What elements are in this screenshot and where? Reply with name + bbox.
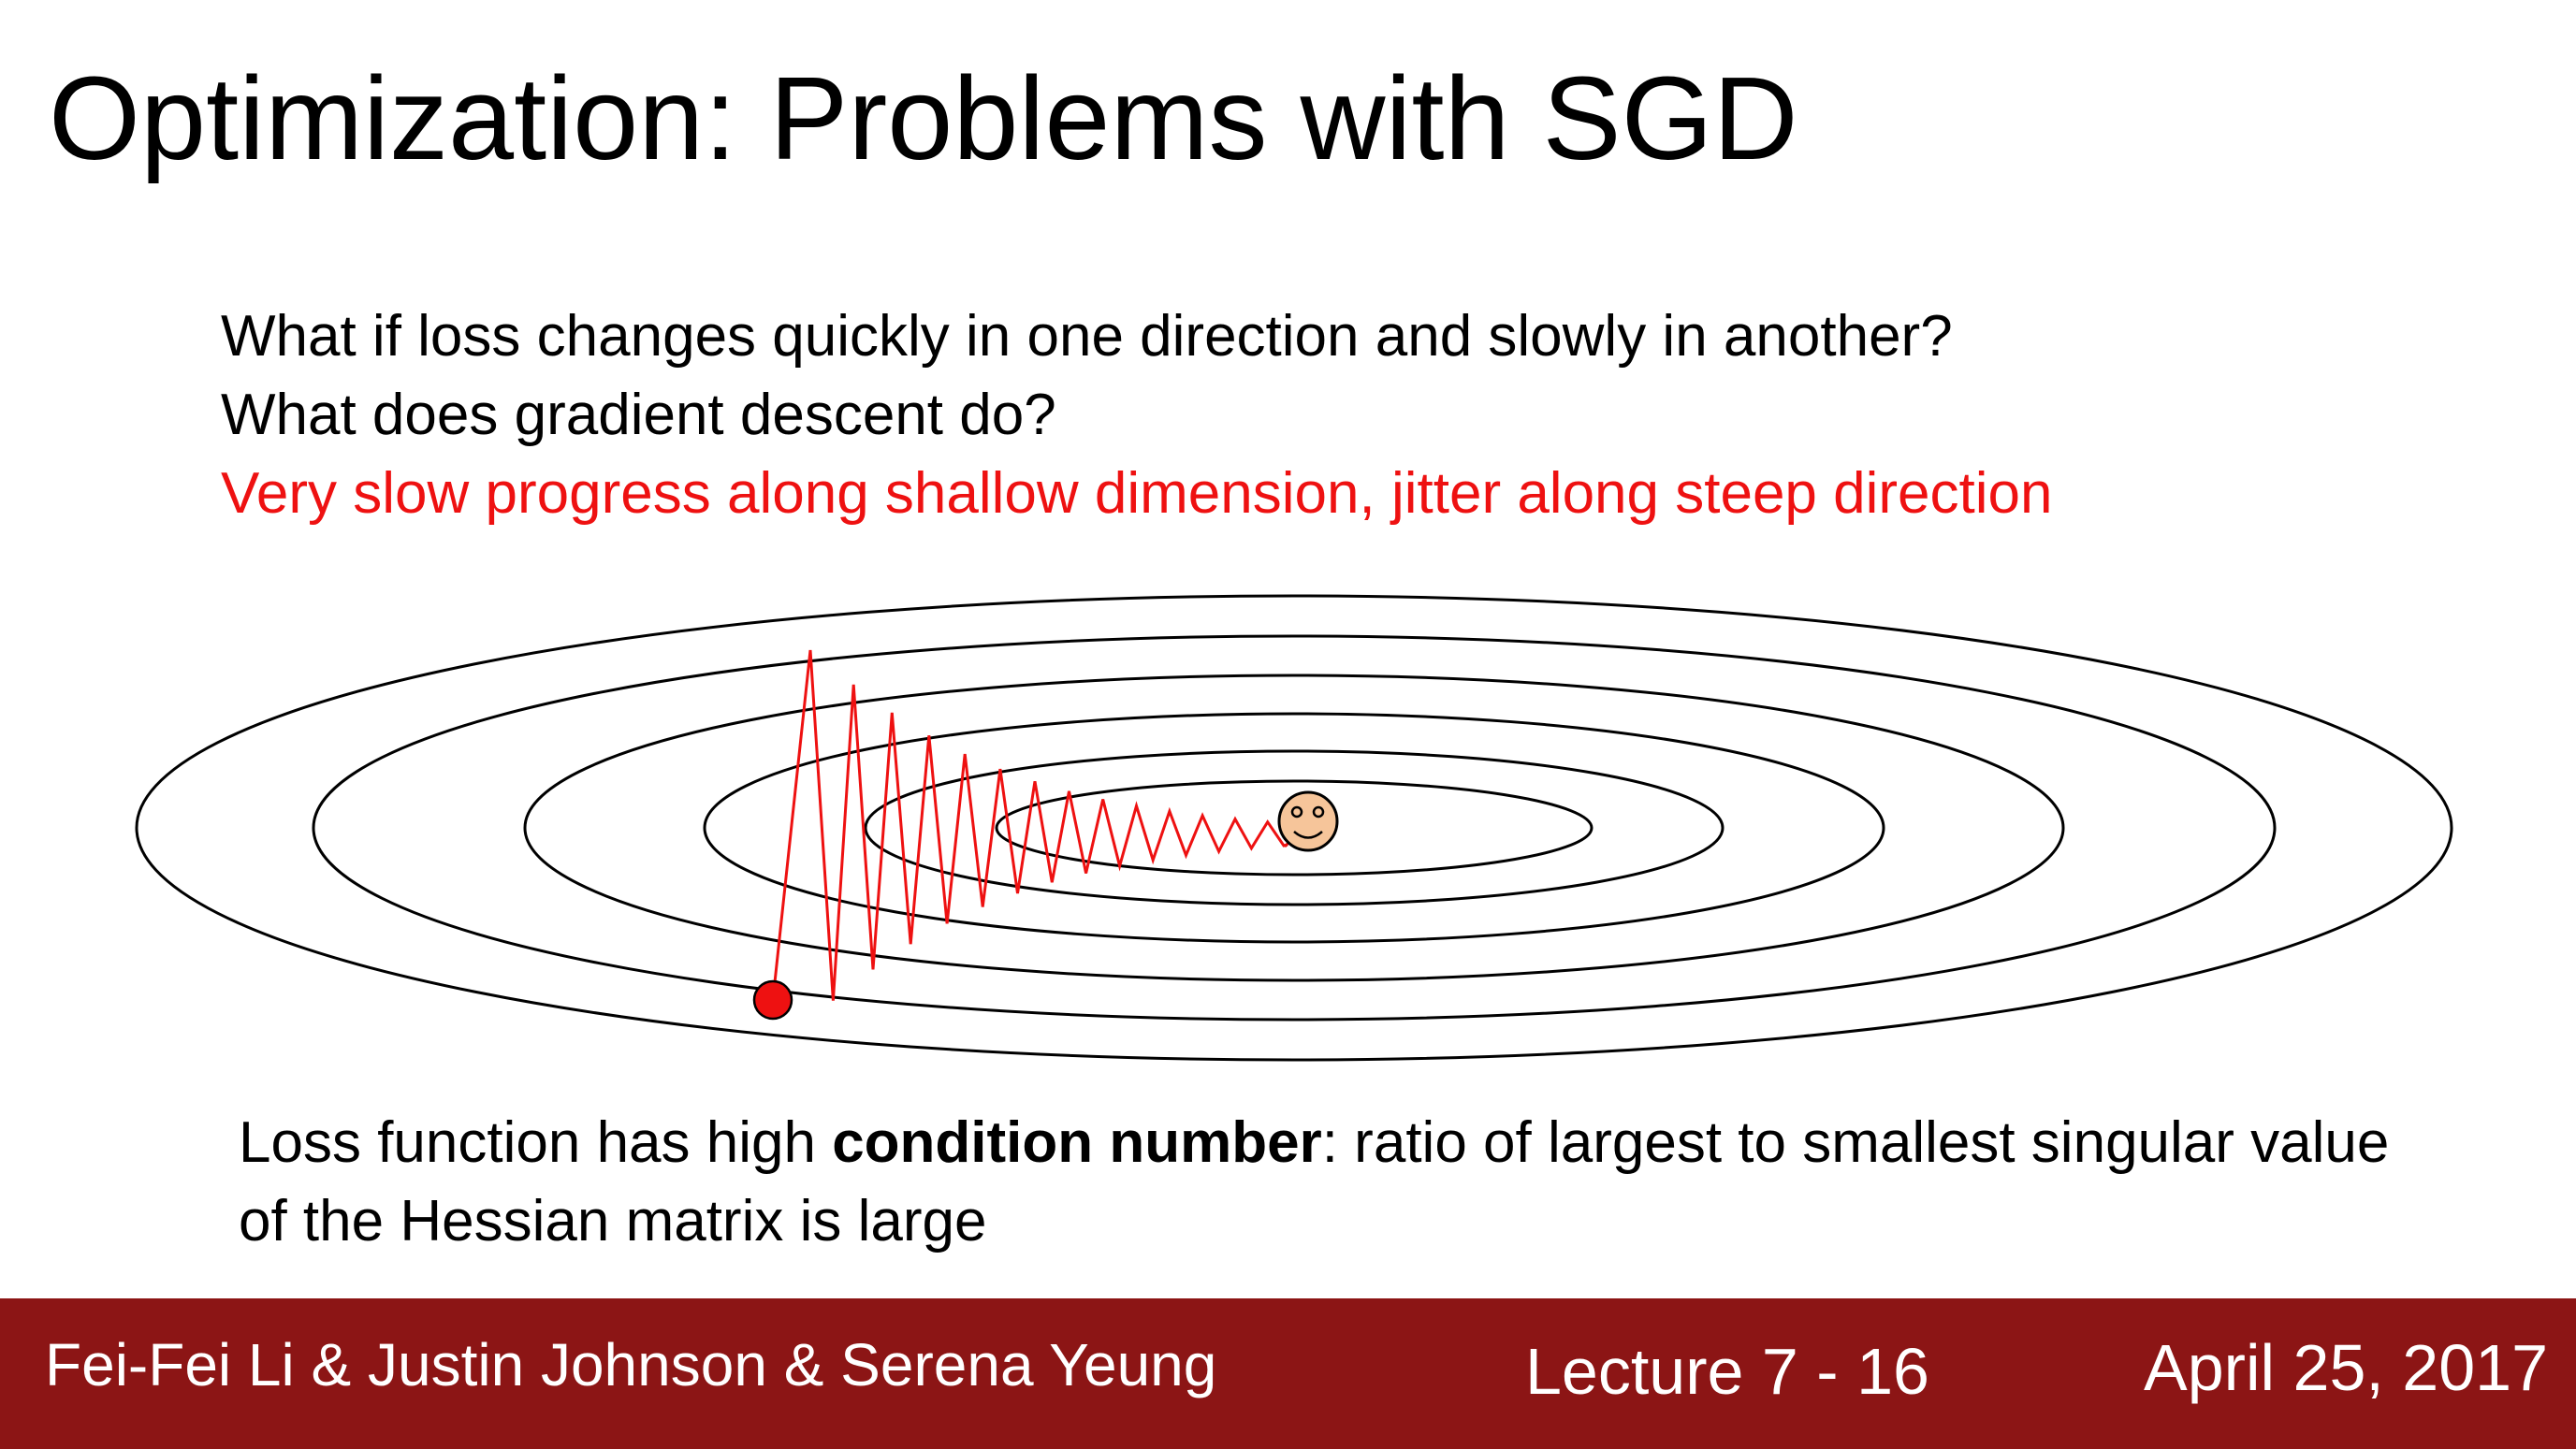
contour-1 (135, 594, 2453, 1062)
contour-3 (523, 674, 2065, 982)
question-line-2: What does gradient descent do? (221, 383, 1056, 447)
footer-lecture: Lecture 7 - 16 (1525, 1335, 1929, 1408)
contour-2 (312, 634, 2277, 1022)
footer-bar: Fei-Fei Li & Justin Johnson & Serena Yeu… (0, 1298, 2576, 1449)
footer-authors: Fei-Fei Li & Justin Johnson & Serena Yeu… (45, 1331, 1217, 1398)
note-bold-term: condition number (832, 1110, 1322, 1175)
question-block: What if loss changes quickly in one dire… (221, 297, 2052, 533)
contour-5 (864, 749, 1725, 906)
loss-contour-diagram (135, 594, 2453, 1062)
contour-6 (995, 779, 1594, 877)
start-point-marker (752, 979, 793, 1021)
note-suffix: : ratio of largest to smallest singular … (239, 1110, 2390, 1253)
minimum-smiley-icon (1277, 790, 1339, 852)
footer-date: April 25, 2017 (2144, 1331, 2548, 1404)
contour-lines (135, 594, 2453, 1062)
contour-4 (703, 712, 1885, 944)
note-prefix: Loss function has high (239, 1110, 833, 1175)
condition-number-note: Loss function has high condition number:… (239, 1104, 2391, 1261)
question-line-1: What if loss changes quickly in one dire… (221, 304, 1953, 369)
slide-title: Optimization: Problems with SGD (49, 52, 1798, 184)
sgd-zigzag-path (771, 649, 1288, 1001)
answer-line: Very slow progress along shallow dimensi… (221, 461, 2053, 526)
